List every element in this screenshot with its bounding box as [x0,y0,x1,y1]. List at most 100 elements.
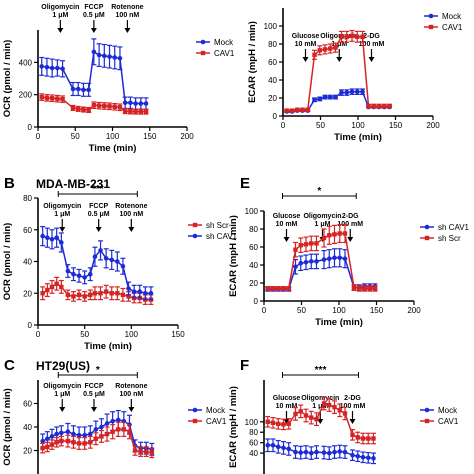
panel-letter: F [240,357,249,374]
annotation-label: FCCP [84,383,103,390]
annotation-label: Oligomycin [41,4,79,11]
data-point [54,235,59,240]
data-point [281,422,286,427]
data-point [60,66,65,72]
annotation-arrowhead [283,419,290,424]
data-point [286,421,291,427]
data-point [148,290,154,296]
legend-swatch-marker [192,233,198,239]
data-point [333,45,338,50]
data-point [91,102,97,108]
data-point [75,86,81,92]
data-point [102,103,107,109]
data-point [76,292,82,298]
data-point [126,286,131,291]
annotation-dose: 1 μM [315,221,331,228]
data-point [102,53,107,59]
data-point [342,411,348,416]
y-tick-label: 0 [273,112,278,121]
data-point [107,104,112,109]
data-point [376,103,382,109]
y-tick-label: 100 [245,418,259,427]
y-tick-label: 20 [249,279,258,288]
panel-letter: B [4,175,15,192]
data-point [143,109,149,114]
legend-swatch-marker [424,224,430,230]
data-point [281,445,286,451]
x-tick-label: 0 [36,132,41,141]
series-sh-cav1 [40,225,154,301]
legend-label: Mock [206,406,226,415]
panel-letter: E [240,175,250,192]
data-point [76,106,81,112]
data-point [91,49,97,55]
series-sh-scr [40,276,154,305]
x-tick-label: 100 [125,330,139,339]
annotation-arrowhead [124,28,131,33]
legend-swatch-marker [192,407,198,413]
data-point [128,109,133,114]
x-tick-label: 150 [389,121,403,130]
data-point [59,438,64,444]
annotation-dose: 1 μM [312,403,328,410]
x-tick-label: 0 [262,306,267,315]
data-point [44,95,50,101]
annotation-label: FCCP [89,203,108,210]
data-point [132,448,138,453]
y-tick-label: 40 [249,449,258,458]
annotation-arrowhead [128,227,135,232]
data-point [303,413,309,418]
legend-swatch-marker [428,13,434,19]
data-point [49,65,55,71]
data-point [342,231,348,236]
annotation-label: Glucose [273,395,301,402]
data-point [81,107,86,112]
data-point [276,286,281,291]
series-cav1 [284,29,392,113]
data-point [93,436,99,441]
data-point [133,101,138,106]
legend-label: CAV1 [214,49,235,58]
data-point [308,450,314,456]
y-tick-label: 60 [249,439,258,448]
data-point [360,34,365,39]
data-point [327,402,332,408]
legend-swatch-marker [200,39,206,45]
annotation-dose: 100 mM [359,41,385,48]
data-point [115,291,120,296]
data-point [86,107,91,113]
y-tick-label: 60 [268,58,277,67]
legend-label: CAV1 [438,417,459,426]
annotation-dose: 10 mM [295,41,317,48]
data-point [65,438,71,444]
data-point [128,100,133,106]
y-tick-label: 80 [268,40,277,49]
x-axis-label: Time (min) [315,317,363,328]
data-point [371,103,376,109]
data-point [49,284,55,290]
data-point [39,64,45,69]
series-sh-scr [265,223,378,292]
annotation-dose: 100 mM [340,403,366,410]
data-point [104,431,110,437]
annotation-dose: 100 nM [119,391,143,398]
annotation-arrowhead [90,28,97,33]
data-point [308,259,314,264]
y-tick-label: 60 [23,226,32,235]
data-point [284,108,289,113]
data-point [45,287,50,293]
data-point [133,109,138,114]
data-point [332,232,337,237]
annotation-arrowhead [91,407,97,412]
y-tick-label: 20 [23,289,32,298]
data-point [143,101,149,106]
chart-panel-e: E * 0 50 100 150 200 0 20 40 60 80 100 Time (min) ECAR… [228,175,470,328]
y-axis-label: OCR (pmol / min) [2,223,13,301]
data-point [103,256,109,261]
annotation-label: Oligomycin [43,203,81,210]
data-point [71,431,76,437]
data-point [65,429,71,435]
data-point [87,271,93,277]
series-cav1 [39,93,149,115]
data-point [40,233,45,239]
